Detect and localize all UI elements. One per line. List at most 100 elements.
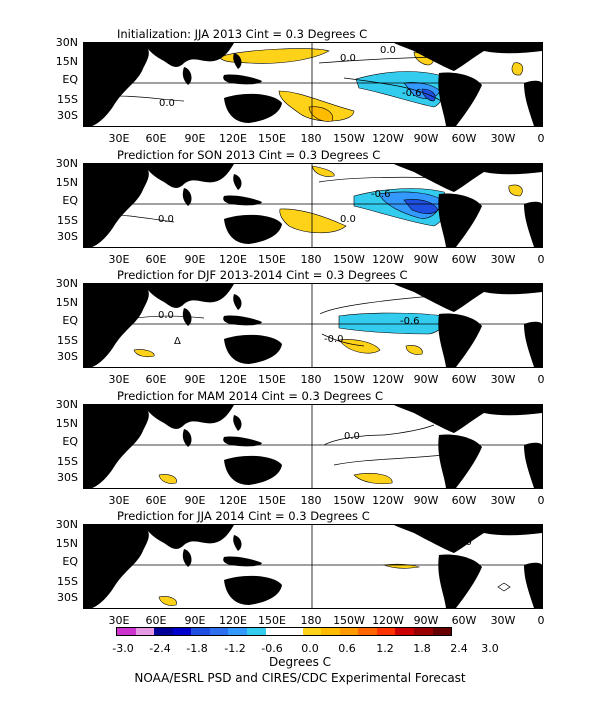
scale-tick: 1.8 [413, 642, 431, 655]
lon-label: 120W [372, 373, 404, 386]
scale-units-label: Degrees C [268, 655, 332, 669]
lon-label: 120E [219, 132, 247, 145]
lon-label: 30W [490, 253, 516, 266]
lon-label: 60W [451, 132, 477, 145]
color-swatch [246, 628, 266, 635]
forecast-panel-3: Prediction for DJF 2013-2014 Cint = 0.3 … [0, 268, 600, 393]
color-scale-ticks: -3.0 -2.4 -1.8 -1.2 -0.6 0.0 0.6 1.2 1.8… [98, 642, 498, 655]
color-swatch [135, 628, 155, 635]
lat-label: 30S [57, 350, 78, 363]
color-swatch [284, 628, 303, 635]
lon-label: 30E [108, 373, 130, 386]
lon-label: 120E [219, 494, 247, 507]
panel-title: Prediction for SON 2013 Cint = 0.3 Degre… [117, 148, 381, 162]
contour-label: -0.6 [400, 316, 420, 327]
lon-label: 90W [413, 614, 439, 627]
lat-label: EQ [62, 314, 78, 327]
contour-label: -0.6 [402, 88, 422, 99]
lon-label: 30W [490, 494, 516, 507]
forecast-panel-4: Prediction for MAM 2014 Cint = 0.3 Degre… [0, 389, 600, 514]
lat-label: 15S [57, 214, 78, 227]
scale-tick: -1.2 [224, 642, 246, 655]
map-canvas: 0.0 [84, 525, 542, 608]
lon-label: 90E [184, 373, 206, 386]
map-canvas: 0.0 0.0 0.0 -0.6 [84, 43, 542, 126]
color-swatch [209, 628, 229, 635]
lon-label: 150W [333, 494, 365, 507]
lat-label: 15N [55, 537, 78, 550]
lon-label: 180 [300, 373, 322, 386]
lon-label: 90E [184, 614, 206, 627]
lon-label: 60E [145, 253, 167, 266]
contour-label: 0.0 [440, 288, 456, 299]
lon-label: 90W [413, 494, 439, 507]
lat-label: 30N [55, 157, 78, 170]
lon-label: 0 [537, 614, 545, 627]
lon-label: 60W [451, 614, 477, 627]
sst-anomaly-map: 0.0 0.0 0.0 -0.6 [83, 163, 543, 248]
lon-label: 120E [219, 253, 247, 266]
panel-title: Prediction for DJF 2013-2014 Cint = 0.3 … [117, 268, 408, 282]
lon-label: 150E [258, 614, 286, 627]
contour-label: 0.0 [340, 53, 356, 64]
lon-label: 30E [108, 253, 130, 266]
scale-tick: -1.8 [186, 642, 208, 655]
lon-label: 30W [490, 614, 516, 627]
map-canvas: 0.0 0.0 [84, 405, 542, 488]
color-swatch [358, 628, 377, 635]
lat-label: 30N [55, 398, 78, 411]
lat-label: 15S [57, 334, 78, 347]
lat-label: EQ [62, 194, 78, 207]
lon-label: 0 [537, 253, 545, 266]
lat-label: EQ [62, 435, 78, 448]
lat-label: 30S [57, 109, 78, 122]
color-swatch [302, 628, 322, 635]
lon-label: 120E [219, 373, 247, 386]
lon-label: 60E [145, 494, 167, 507]
lon-label: 60W [451, 253, 477, 266]
svg-text:Δ: Δ [174, 336, 181, 347]
color-swatch [395, 628, 414, 635]
panel-title: Prediction for MAM 2014 Cint = 0.3 Degre… [117, 389, 383, 403]
color-swatch [154, 628, 173, 635]
lon-label: 30E [108, 132, 130, 145]
panel-title: Prediction for JJA 2014 Cint = 0.3 Degre… [117, 509, 370, 523]
scale-tick: 0.6 [338, 642, 356, 655]
lat-label: 15S [57, 575, 78, 588]
contour-label: 0.0 [380, 45, 396, 56]
color-scale-bar [116, 627, 452, 636]
contour-label: 0.0 [456, 537, 472, 548]
lon-label: 120W [372, 253, 404, 266]
color-swatch [414, 628, 433, 635]
lat-label: 30N [55, 36, 78, 49]
sst-anomaly-map: 0.0 -0.0 0.0 -0.6 Δ [83, 283, 543, 368]
lon-label: 90W [413, 253, 439, 266]
lon-label: 60E [145, 614, 167, 627]
lon-label: 0 [537, 132, 545, 145]
lon-label: 150E [258, 373, 286, 386]
sst-anomaly-map: 0.0 0.0 0.0 -0.6 [83, 42, 543, 127]
contour-label: 0.0 [158, 214, 174, 225]
lat-label: 15S [57, 93, 78, 106]
lon-label: 150W [333, 614, 365, 627]
panel-title: Initialization: JJA 2013 Cint = 0.3 Degr… [117, 27, 368, 41]
lon-label: 30W [490, 373, 516, 386]
lat-label: EQ [62, 555, 78, 568]
lon-label: 30E [108, 614, 130, 627]
contour-label: 0.0 [159, 98, 175, 109]
lon-label: 30W [490, 132, 516, 145]
lon-label: 120W [372, 494, 404, 507]
sst-anomaly-map: 0.0 0.0 [83, 404, 543, 489]
lat-label: 30S [57, 471, 78, 484]
map-canvas: 0.0 0.0 0.0 -0.6 [84, 164, 542, 247]
lon-label: 150E [258, 253, 286, 266]
lon-label: 150W [333, 253, 365, 266]
lat-label: 15S [57, 455, 78, 468]
contour-label: 0.0 [340, 214, 356, 225]
lon-label: 90W [413, 373, 439, 386]
forecast-panel-1: Initialization: JJA 2013 Cint = 0.3 Degr… [0, 27, 600, 152]
lat-label: 30N [55, 277, 78, 290]
scale-tick: -0.6 [261, 642, 283, 655]
lon-label: 90E [184, 253, 206, 266]
scale-tick: 1.2 [376, 642, 394, 655]
